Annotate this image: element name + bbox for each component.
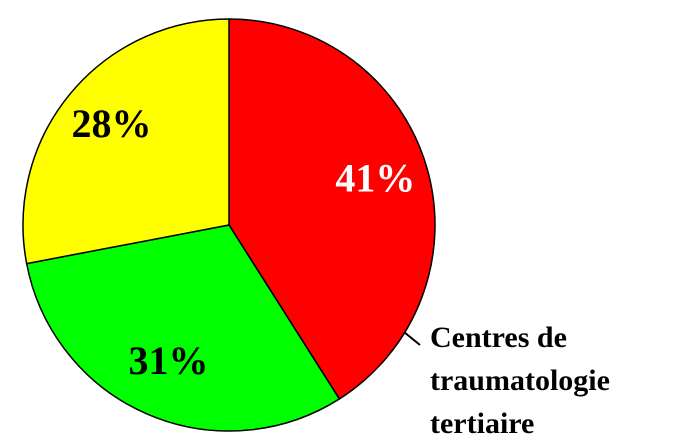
data-label: 31% <box>128 338 208 383</box>
pie-slice <box>22 18 230 265</box>
annotation-text: Centres de <box>430 321 567 354</box>
data-label: 41% <box>335 156 415 201</box>
data-label: 28% <box>72 101 152 146</box>
pie-slice <box>25 224 341 432</box>
pie-slice <box>228 18 436 400</box>
annotation-text: traumatologie <box>430 364 610 397</box>
annotation-text: tertiaire <box>430 407 534 440</box>
